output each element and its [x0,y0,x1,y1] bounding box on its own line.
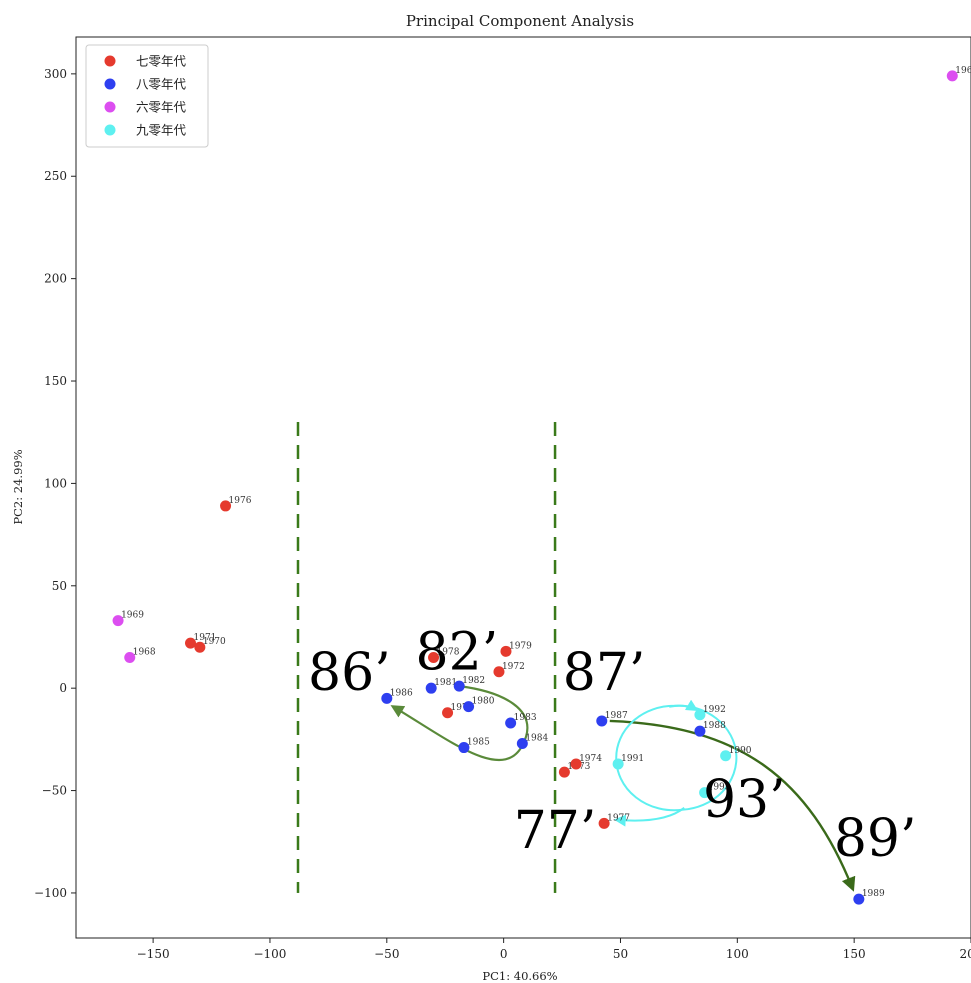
data-point-label: 1981 [434,678,457,688]
data-point [558,766,570,778]
y-tick-label: 0 [59,681,67,695]
chart-title: Principal Component Analysis [406,12,634,30]
data-point-label: 1989 [862,889,885,899]
data-point [381,692,393,704]
trajectory-arrow-87-89 [609,719,856,892]
data-point [425,682,437,694]
legend-marker [104,124,116,136]
data-point-label: 1983 [514,713,537,723]
data-point-label: 1968 [133,647,156,657]
data-point [463,701,475,713]
x-tick-label: −150 [137,947,170,961]
data-point [946,70,958,82]
x-tick-label: 200 [960,947,971,961]
y-tick-label: 150 [44,374,67,388]
data-point [493,666,505,678]
trajectory-loop-90s [615,704,738,812]
data-point-label: 1990 [729,746,752,756]
x-tick-label: −100 [253,947,286,961]
y-tick-label: −50 [42,784,67,798]
x-tick-label: 50 [613,947,628,961]
data-point-label: 1984 [525,733,548,743]
legend-marker [104,78,116,90]
data-point [194,641,206,653]
legend-label: 九零年代 [136,123,187,138]
legend-label: 六零年代 [136,100,187,115]
y-axis-label: PC2: 24.99% [11,449,25,524]
decade-annotation-label: 82’ [416,623,499,683]
legend-box [85,44,209,148]
legend-label: 八零年代 [136,77,187,92]
data-point-label: 1988 [703,721,726,731]
y-tick-label: 250 [44,169,67,183]
x-tick-label: 150 [843,947,866,961]
data-point-label: 1972 [502,662,525,672]
data-point [853,893,865,905]
trajectory-arrow-92 [669,699,699,712]
data-point [500,645,512,657]
y-tick-label: 100 [44,476,67,490]
legend-marker [104,55,116,67]
data-point [699,787,711,799]
x-tick-label: 0 [500,947,508,961]
data-point [598,817,610,829]
data-point [516,737,528,749]
data-point-label: 1987 [605,711,628,721]
data-point-label: 1977 [607,813,630,823]
plot-area: −150 −100 −50 0 50 100 150 200 −100 −50 0 50 100 150 2… [34,36,971,961]
data-point [612,758,624,770]
data-point [570,758,582,770]
plot-frame [75,36,971,939]
data-point-label: 1980 [472,697,495,707]
data-point-label: 1979 [509,641,532,651]
data-point-label: 1969 [121,611,144,621]
legend-label: 七零年代 [136,54,187,69]
x-tick-label: 100 [726,947,749,961]
y-tick-label: 300 [44,67,67,81]
data-point-label: 1985 [467,738,490,748]
data-point-label: 1986 [390,688,413,698]
trajectory-arrow-93 [613,807,685,827]
decade-annotation-label: 87’ [563,643,646,703]
x-tick-label: −50 [374,947,399,961]
data-point-label: 1993 [708,783,731,793]
data-point [428,651,440,663]
data-point [185,637,197,649]
data-point [442,707,454,719]
data-point-label: 1970 [203,637,226,647]
decade-annotation-label: 86’ [308,643,391,703]
data-point-label: 1991 [621,754,644,764]
data-point-label: 1971 [194,633,217,643]
data-point [596,715,608,727]
data-point [458,742,470,754]
data-point [453,680,465,692]
data-point [694,709,706,721]
data-point-label: 1964 [955,66,971,76]
decade-annotation-label: 93’ [703,770,786,830]
data-point-label: 1974 [579,754,602,764]
data-point [124,651,136,663]
data-point [720,750,732,762]
y-tick-label: 50 [52,579,67,593]
data-point [220,500,232,512]
data-point [505,717,517,729]
data-point [112,615,124,627]
x-axis-label: PC1: 40.66% [482,969,557,983]
legend-marker [104,101,116,113]
data-point-label: 1976 [229,496,252,506]
data-point [694,725,706,737]
data-point-label: 1975 [451,703,474,713]
y-tick-label: 200 [44,272,67,286]
data-point-label: 1992 [703,705,726,715]
decade-annotation-label: 89’ [834,809,917,869]
decade-annotation-label: 77’ [514,801,597,861]
data-point-label: 1978 [437,647,460,657]
data-point-label: 1982 [462,676,485,686]
y-tick-label: −100 [34,886,67,900]
